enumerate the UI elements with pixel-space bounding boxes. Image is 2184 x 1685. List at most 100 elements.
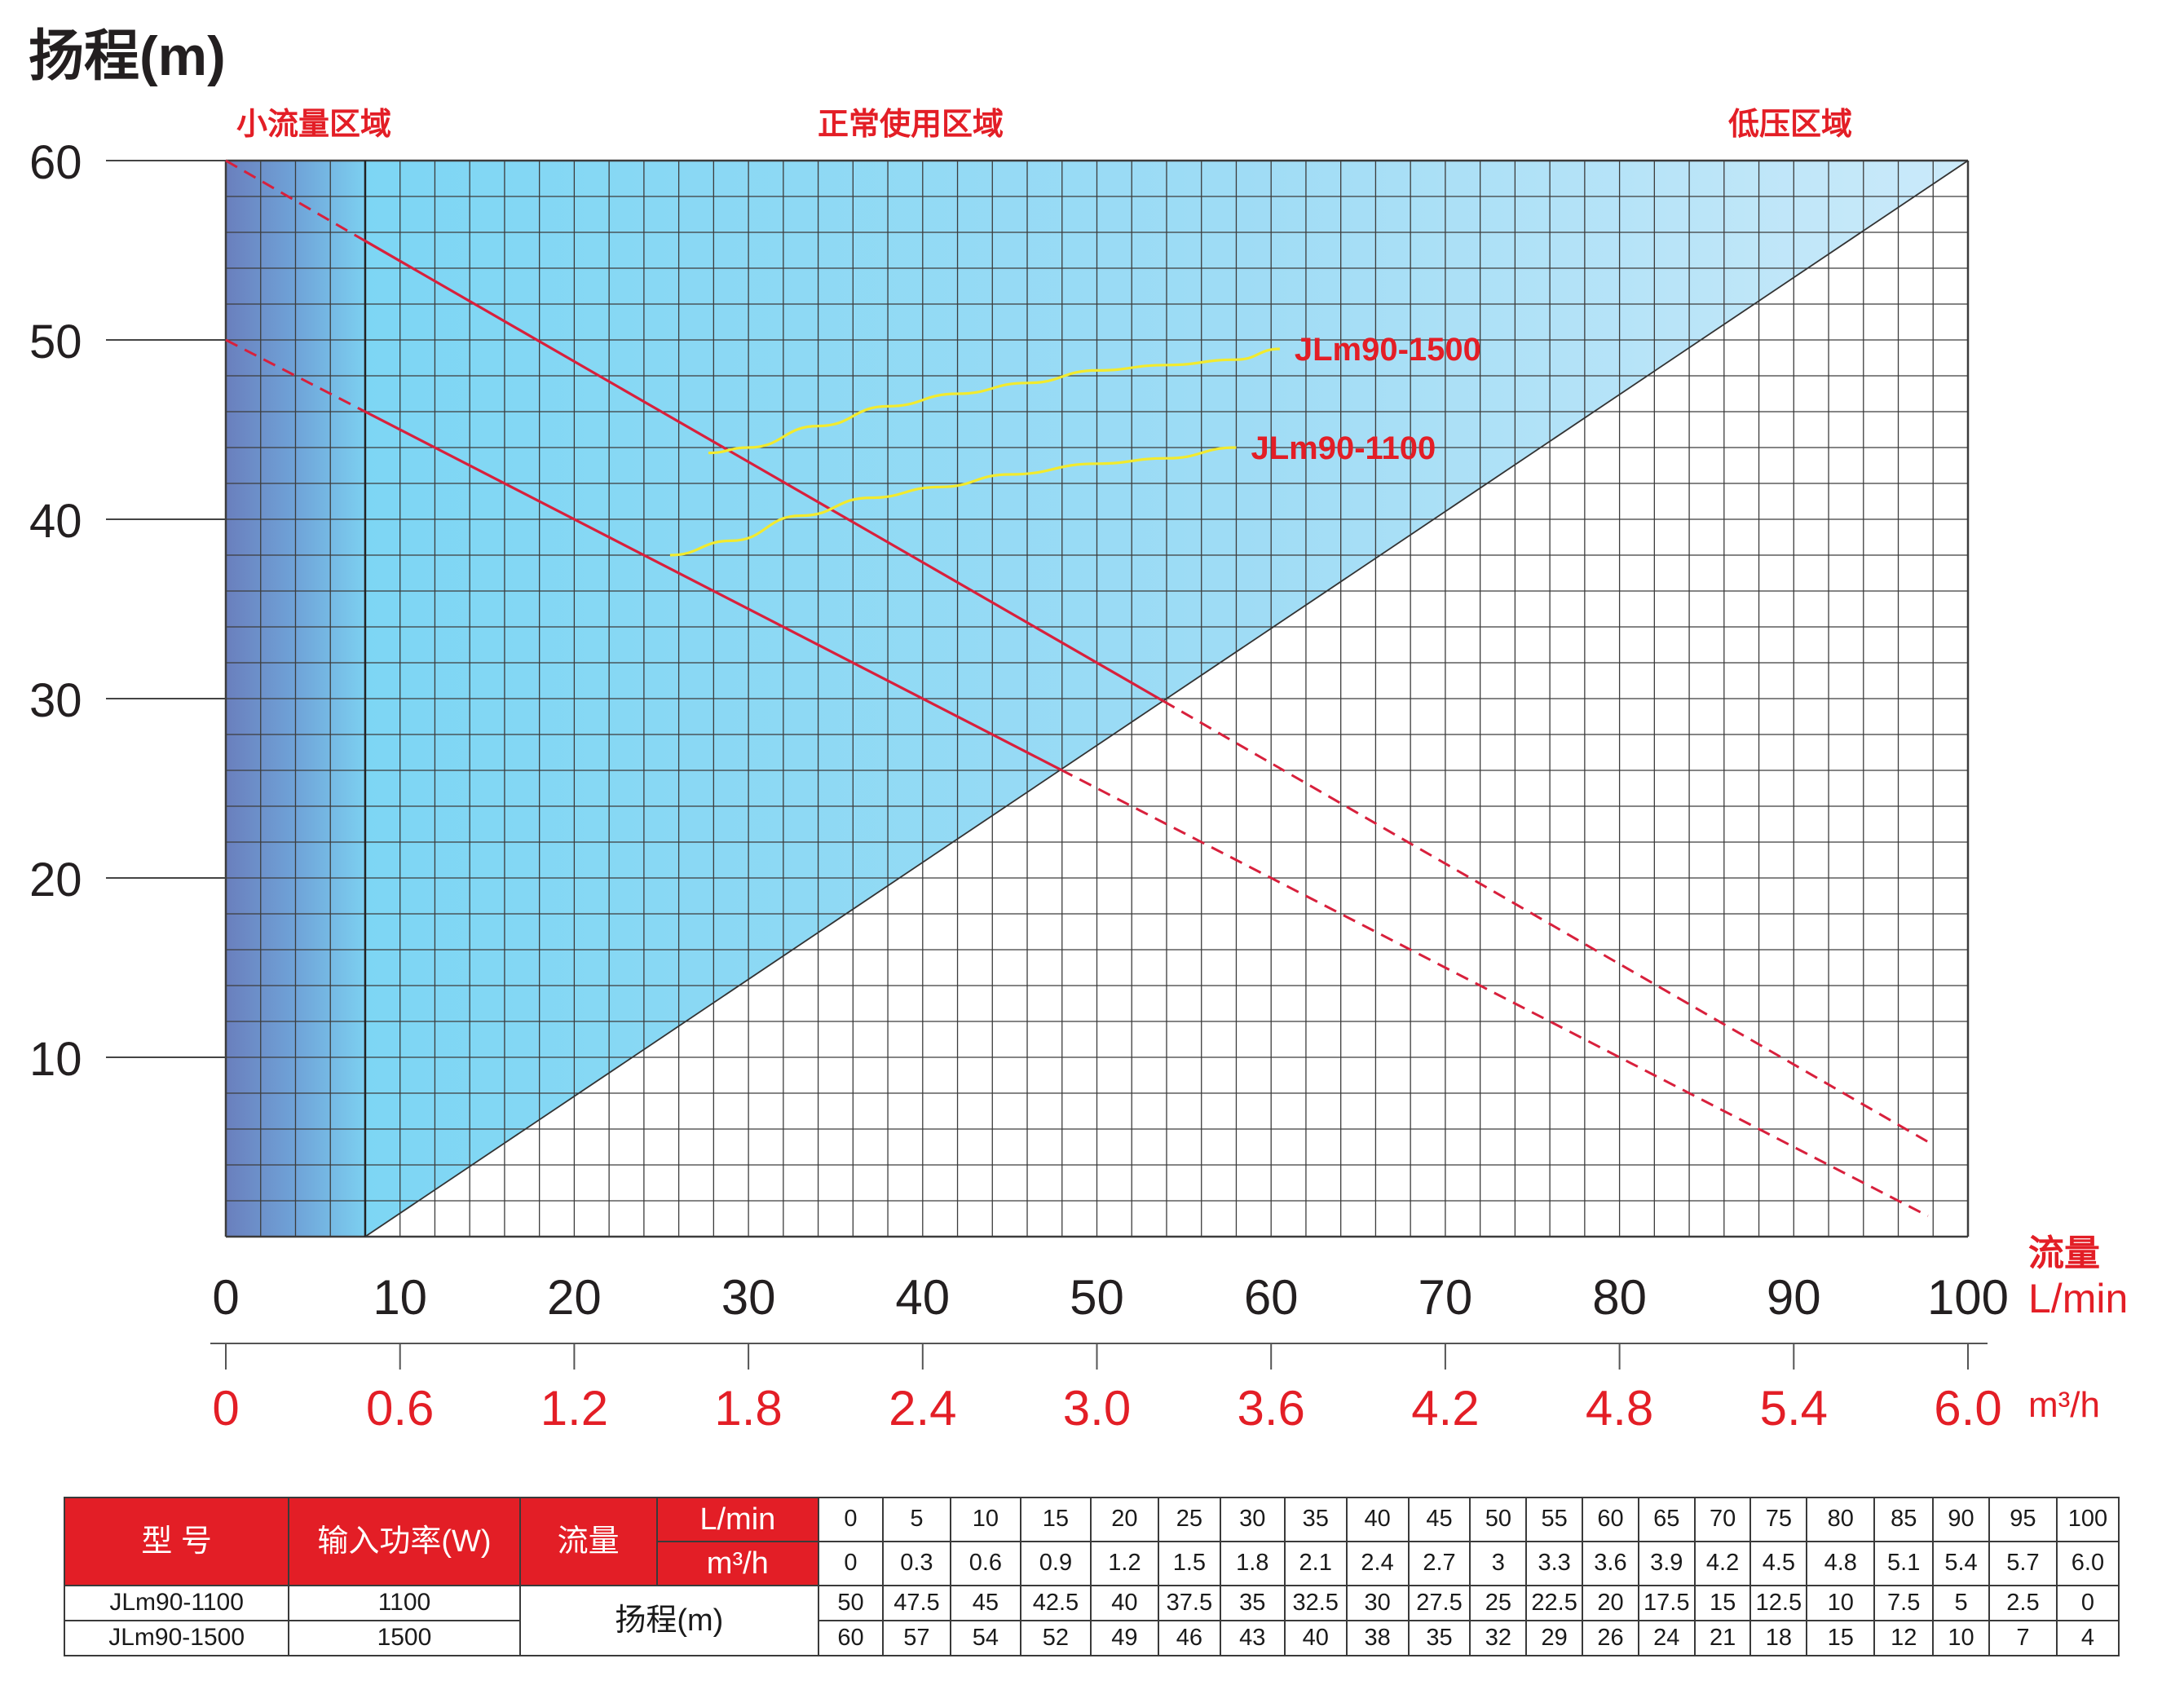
head-value-cell: 47.5 [881, 1584, 951, 1621]
efficiency-curve-label: JLm90-1100 [1251, 430, 1436, 466]
flow-lmin-cell: 30 [1219, 1497, 1286, 1542]
head-value-cell: 60 [817, 1619, 884, 1657]
flow-lmin-cell: 90 [1932, 1497, 1990, 1542]
model-power-cell: 1100 [288, 1584, 521, 1621]
flow-lmin-cell: 0 [817, 1497, 884, 1542]
head-value-cell: 10 [1806, 1584, 1876, 1621]
flow-m3h-cell: 2.7 [1407, 1540, 1471, 1586]
performance-chart: 10 20 30 40 50 60 0 10 20 30 40 50 60 70 80 90 100 0 0.6 1.… [29, 25, 2128, 1436]
head-value-cell: 57 [881, 1619, 951, 1657]
head-value-cell: 18 [1749, 1619, 1808, 1657]
flow-lmin-cell: 75 [1749, 1497, 1808, 1542]
x2-tick-label: 0 [212, 1381, 239, 1436]
head-value-cell: 20 [1582, 1584, 1639, 1621]
head-value-cell: 49 [1089, 1619, 1159, 1657]
header-model: 型 号 [63, 1497, 290, 1586]
head-value-cell: 54 [949, 1619, 1021, 1657]
flow-lmin-cell: 25 [1157, 1497, 1221, 1542]
head-value-cell: 0 [2055, 1584, 2120, 1621]
chart-axes: 10 20 30 40 50 60 0 10 20 30 40 50 60 70 80 90 100 0 0.6 1.… [29, 136, 2009, 1436]
x2-tick-label: 3.6 [1237, 1381, 1304, 1436]
head-value-cell: 42.5 [1019, 1584, 1092, 1621]
efficiency-curve-label: JLm90-1500 [1295, 332, 1481, 368]
zone-label-low-pressure: 低压区域 [1728, 108, 1852, 142]
y-tick-label: 20 [29, 854, 82, 906]
head-value-cell: 35 [1219, 1584, 1286, 1621]
flow-m3h-cell: 3.9 [1637, 1540, 1696, 1586]
flow-m3h-cell: 0 [817, 1540, 884, 1586]
head-value-cell: 50 [817, 1584, 884, 1621]
x2-tick-label: 4.8 [1586, 1381, 1653, 1436]
efficiency-curve-jlm90-1500 [708, 347, 1280, 455]
flow-m3h-cell: 0.6 [949, 1540, 1021, 1586]
head-value-cell: 25 [1469, 1584, 1528, 1621]
x2-tick-label: 2.4 [889, 1381, 956, 1436]
y-tick-label: 50 [29, 315, 82, 368]
x-axis-unit-lmin: L/min [2028, 1276, 2128, 1321]
x-tick-label: 90 [1767, 1270, 1821, 1325]
flow-m3h-cell: 2.1 [1283, 1540, 1348, 1586]
flow-lmin-cell: 50 [1469, 1497, 1528, 1542]
x2-tick-label: 4.2 [1411, 1381, 1479, 1436]
chart-series: JLm90-1100 JLm90-1500 [225, 159, 1929, 1218]
flow-m3h-cell: 1.8 [1219, 1540, 1286, 1586]
y-tick-label: 30 [29, 674, 82, 727]
head-value-cell: 21 [1693, 1619, 1752, 1657]
head-value-cell: 40 [1283, 1619, 1348, 1657]
flow-m3h-cell: 4.2 [1693, 1540, 1752, 1586]
x2-tick-label: 5.4 [1760, 1381, 1828, 1436]
x-tick-label: 80 [1592, 1270, 1647, 1325]
flow-m3h-cell: 5.1 [1873, 1540, 1935, 1586]
head-value-cell: 17.5 [1637, 1584, 1696, 1621]
flow-lmin-cell: 85 [1873, 1497, 1935, 1542]
header-unit-m3h: m³/h [655, 1540, 819, 1586]
head-value-cell: 46 [1157, 1619, 1221, 1657]
head-value-cell: 29 [1525, 1619, 1584, 1657]
low-pressure-boundary [364, 160, 1969, 1237]
x2-tick-label: 1.8 [714, 1381, 782, 1436]
head-value-cell: 45 [949, 1584, 1021, 1621]
flow-m3h-cell: 3.6 [1582, 1540, 1639, 1586]
flow-m3h-cell: 5.4 [1932, 1540, 1990, 1586]
head-value-cell: 7 [1988, 1619, 2058, 1657]
head-curve-low-flow-segment [225, 338, 366, 413]
performance-table: 型 号 输入功率(W) 流量 L/min 0 5 10 15 20 25 30 … [63, 1497, 2120, 1657]
x-tick-label: 70 [1418, 1270, 1473, 1325]
head-curve-jlm90-1100 [225, 338, 1929, 1218]
head-value-cell: 12 [1873, 1619, 1935, 1657]
model-power-cell: 1500 [288, 1619, 521, 1657]
head-curve-jlm90-1500 [225, 159, 1929, 1143]
x2-tick-label: 3.0 [1063, 1381, 1131, 1436]
y-tick-label: 60 [29, 136, 82, 189]
flow-lmin-cell: 10 [949, 1497, 1021, 1542]
flow-m3h-cell: 0.9 [1019, 1540, 1092, 1586]
head-value-cell: 7.5 [1873, 1584, 1935, 1621]
x-tick-label: 0 [212, 1270, 239, 1325]
flow-lmin-cell: 100 [2055, 1497, 2120, 1542]
head-value-cell: 43 [1219, 1619, 1286, 1657]
x2-tick-label: 6.0 [1934, 1381, 2001, 1436]
flow-m3h-cell: 5.7 [1988, 1540, 2058, 1586]
head-value-cell: 35 [1407, 1619, 1471, 1657]
flow-m3h-cell: 4.5 [1749, 1540, 1808, 1586]
head-label-cell: 扬程(m) [518, 1584, 819, 1657]
head-value-cell: 24 [1637, 1619, 1696, 1657]
x-tick-label: 30 [721, 1270, 776, 1325]
head-value-cell: 52 [1019, 1619, 1092, 1657]
flow-m3h-cell: 6.0 [2055, 1540, 2120, 1586]
head-value-cell: 15 [1693, 1584, 1752, 1621]
flow-lmin-cell: 80 [1806, 1497, 1876, 1542]
flow-m3h-cell: 3 [1469, 1540, 1528, 1586]
head-value-cell: 4 [2055, 1619, 2120, 1657]
header-flow: 流量 [518, 1497, 658, 1586]
x-tick-label: 10 [373, 1270, 427, 1325]
flow-lmin-cell: 40 [1345, 1497, 1410, 1542]
flow-m3h-cell: 1.2 [1089, 1540, 1159, 1586]
efficiency-curve-jlm90-1100 [669, 446, 1237, 557]
head-value-cell: 32.5 [1283, 1584, 1348, 1621]
x2-tick-label: 0.6 [366, 1381, 434, 1436]
flow-m3h-cell: 3.3 [1525, 1540, 1584, 1586]
x-tick-label: 50 [1070, 1270, 1124, 1325]
head-value-cell: 30 [1345, 1584, 1410, 1621]
y-tick-label: 10 [29, 1033, 82, 1086]
